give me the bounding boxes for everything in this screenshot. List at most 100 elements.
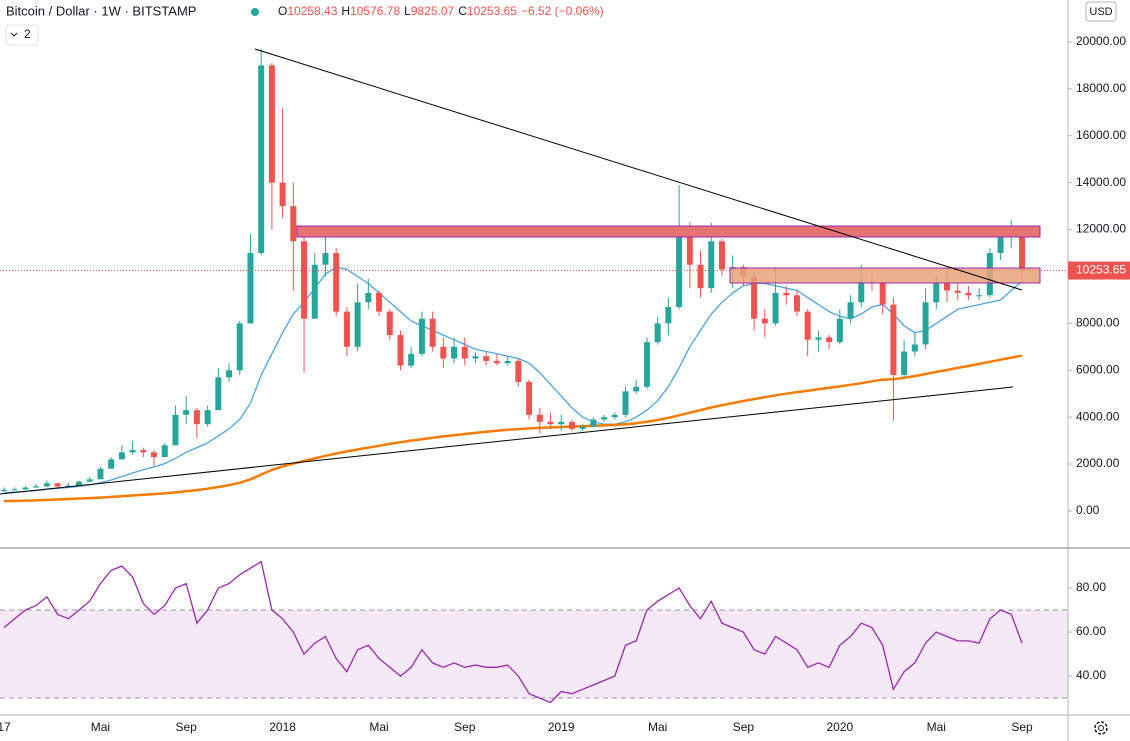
candle-body — [54, 483, 61, 487]
candle-body — [22, 487, 29, 490]
x-tick-label: Mai — [369, 720, 388, 734]
settings-icon[interactable] — [1094, 721, 1108, 735]
x-tick-label: Mai — [927, 720, 946, 734]
candle-body — [836, 318, 843, 343]
candle-body — [322, 253, 329, 265]
ohlc-key: L — [404, 4, 411, 18]
candle-body — [815, 337, 822, 340]
legend-bg — [0, 0, 650, 24]
candle-body — [547, 421, 554, 425]
y-tick-label: 0.00 — [1076, 503, 1100, 517]
ohlc-value: 10253.65 — [467, 4, 517, 18]
candle-body — [333, 253, 340, 312]
candle-body — [65, 485, 72, 487]
rsi-y-tick-label: 40.00 — [1076, 668, 1106, 682]
candle-body — [783, 292, 790, 296]
candle-body — [611, 414, 618, 418]
candle-body — [365, 292, 372, 303]
ohlc-key: O — [278, 4, 287, 18]
candle-body — [33, 486, 40, 488]
x-tick-label: Sep — [454, 720, 476, 734]
candle-body — [11, 489, 18, 491]
candle-body — [311, 264, 318, 319]
ma-slow — [3, 354, 1023, 503]
candle-body — [536, 414, 543, 422]
candle-body — [301, 241, 308, 319]
candle-body — [193, 410, 200, 425]
y-tick-label: 6000.00 — [1076, 362, 1120, 376]
candle-body — [965, 292, 972, 296]
candle-body — [568, 421, 575, 429]
ohlc-key: H — [341, 4, 350, 18]
pane-count[interactable]: 2 — [24, 27, 31, 41]
candle-body — [665, 306, 672, 324]
candle-body — [708, 241, 715, 289]
y-tick-label: 18000.00 — [1076, 81, 1126, 95]
candle-body — [526, 381, 533, 415]
candle-body — [686, 234, 693, 265]
market-status — [251, 8, 259, 16]
candle-body — [118, 452, 125, 460]
x-tick-label: Sep — [733, 720, 755, 734]
symbol-title: Bitcoin / Dollar · 1W · BITSTAMP — [6, 3, 196, 18]
candle-body — [408, 353, 415, 366]
candle-body — [376, 292, 383, 312]
rsi-line — [3, 560, 1023, 704]
last-price-box — [1068, 261, 1130, 280]
candle-body — [847, 302, 854, 319]
rsi-y-tick-label: 60.00 — [1076, 624, 1106, 638]
candle-body — [976, 295, 983, 297]
gear[interactable] — [1094, 721, 1108, 735]
y-tick-label: 4000.00 — [1076, 409, 1120, 423]
candle-body — [151, 452, 158, 458]
y-tick-label: 16000.00 — [1076, 128, 1126, 142]
x-tick-label: 17 — [0, 720, 11, 734]
candle-body — [97, 468, 104, 480]
candle-body — [654, 323, 661, 343]
pane-toggle[interactable] — [5, 24, 39, 46]
trend-line — [0, 386, 1014, 495]
candle-body — [579, 426, 586, 429]
candle-body — [172, 414, 179, 446]
candle-body — [236, 323, 243, 371]
candle-body — [76, 481, 83, 486]
candle-body — [643, 342, 650, 387]
currency[interactable]: USD — [1089, 6, 1112, 18]
resistance-zone — [296, 225, 1041, 238]
candle-body — [279, 182, 286, 207]
x-tick-label: Sep — [1011, 720, 1033, 734]
candle-body — [676, 234, 683, 307]
candle-body — [247, 253, 254, 324]
candle-body — [804, 311, 811, 340]
candle-body — [258, 65, 265, 254]
candle-body — [108, 459, 115, 469]
candle-body — [590, 419, 597, 427]
candle-body — [772, 292, 779, 324]
candle-body — [761, 318, 768, 324]
candle-body — [622, 391, 629, 415]
y-tick-label: 12000.00 — [1076, 222, 1126, 236]
gear-hub[interactable] — [1098, 725, 1104, 731]
candle-body — [140, 449, 147, 453]
candle-body — [1, 489, 7, 492]
currency-button[interactable] — [1085, 1, 1117, 22]
candle-body — [954, 290, 961, 293]
chevron — [10, 32, 18, 37]
x-tick-label: 2020 — [826, 720, 853, 734]
candle-body — [418, 318, 425, 354]
candle-body — [343, 311, 350, 347]
candle-body — [129, 449, 136, 453]
candle-body — [697, 264, 704, 289]
ohlc-key: C — [458, 4, 467, 18]
candle-body — [504, 360, 511, 364]
candle-body — [268, 65, 275, 183]
candle-body — [215, 377, 222, 411]
candle-body — [718, 241, 725, 270]
ohlc-value: 10576.78 — [350, 4, 400, 18]
candle-body — [558, 421, 565, 425]
candle-body — [922, 302, 929, 345]
ohlc-value: 10258.43 — [287, 4, 337, 18]
plot — [0, 49, 1068, 704]
